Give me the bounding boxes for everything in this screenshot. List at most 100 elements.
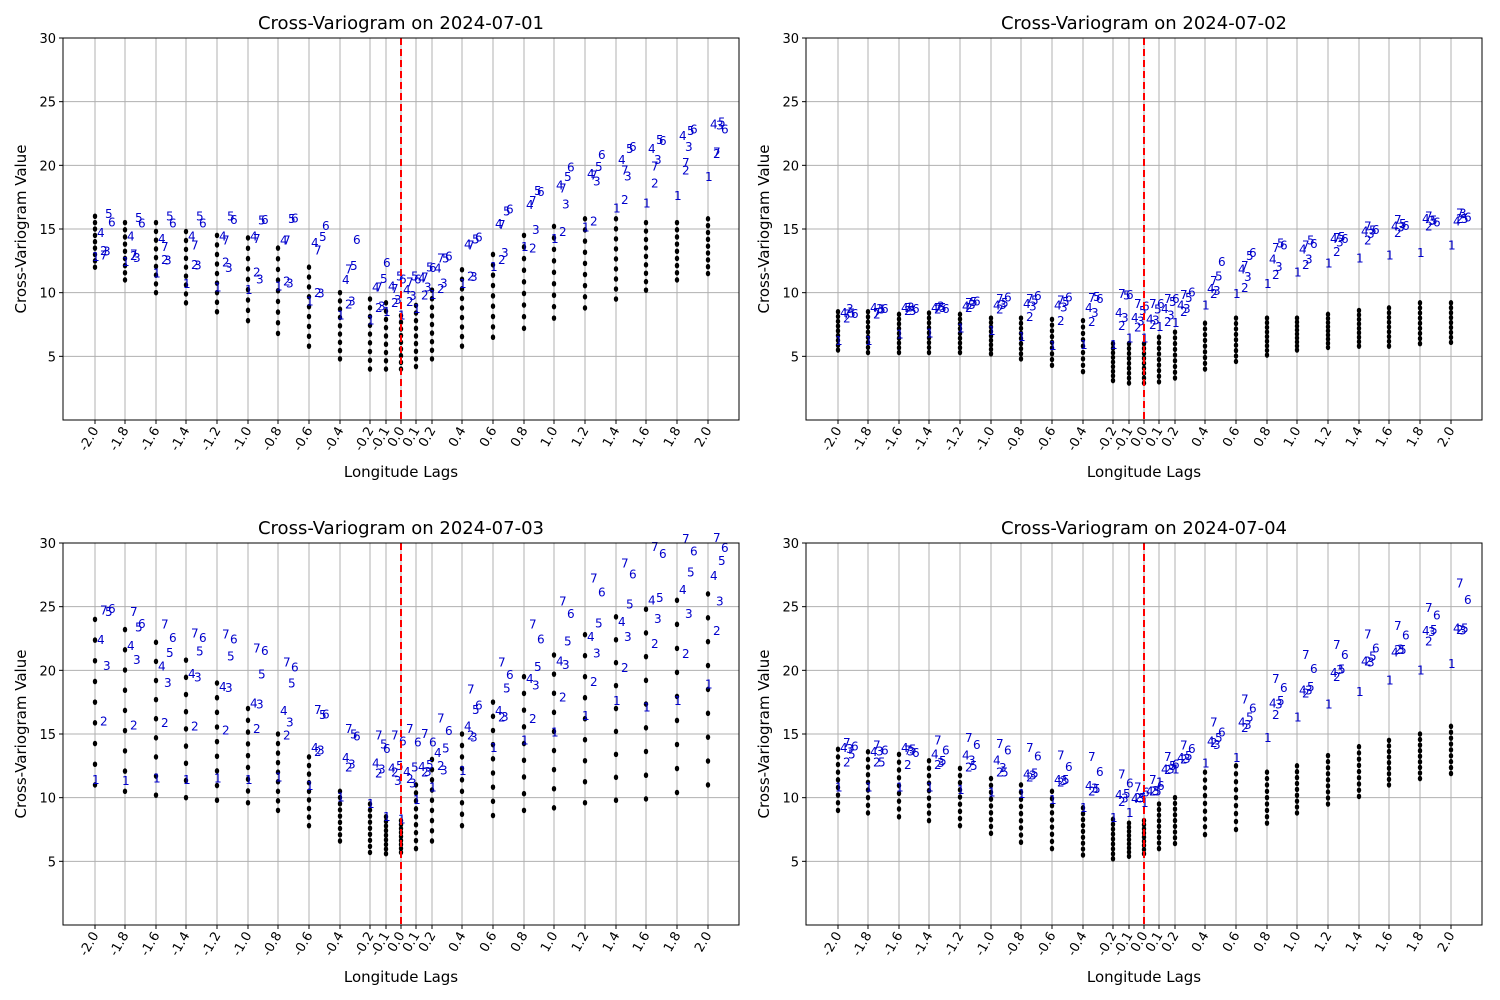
data-point bbox=[926, 325, 932, 331]
series-label-5: 5 bbox=[564, 170, 572, 184]
series-label-2: 2 bbox=[621, 661, 629, 675]
series-label-2: 2 bbox=[1302, 687, 1310, 701]
data-point bbox=[674, 621, 680, 628]
data-point bbox=[1264, 338, 1270, 345]
series-label-5: 5 bbox=[1430, 623, 1438, 637]
series-label-3: 3 bbox=[624, 170, 632, 184]
series-label-1: 1 bbox=[337, 309, 345, 323]
data-point bbox=[490, 262, 496, 268]
data-point bbox=[1018, 345, 1024, 352]
x-tick-label: 1.6 bbox=[1373, 425, 1396, 450]
data-point bbox=[1448, 319, 1454, 326]
series-label-5: 5 bbox=[258, 667, 266, 681]
series-label-7: 7 bbox=[873, 306, 881, 320]
data-point bbox=[674, 741, 680, 748]
data-point bbox=[957, 801, 963, 807]
data-point bbox=[1018, 340, 1024, 347]
data-point bbox=[490, 770, 496, 776]
data-point bbox=[705, 686, 711, 693]
data-point bbox=[643, 228, 649, 234]
series-label-3: 3 bbox=[1244, 270, 1252, 284]
chart-panel-4: 1111111111111111111111122222222222222222… bbox=[755, 518, 1483, 986]
data-point bbox=[1080, 822, 1086, 829]
series-label-2: 2 bbox=[529, 712, 537, 726]
data-point bbox=[1049, 339, 1055, 346]
data-point bbox=[153, 658, 159, 665]
series-label-3: 3 bbox=[194, 259, 202, 273]
data-point bbox=[613, 226, 619, 232]
series-label-5: 5 bbox=[534, 184, 542, 198]
series-label-1: 1 bbox=[1049, 339, 1057, 353]
data-point bbox=[413, 333, 419, 339]
series-label-5: 5 bbox=[442, 741, 450, 755]
x-tick-label: 1.6 bbox=[1373, 930, 1396, 955]
data-point bbox=[214, 299, 220, 306]
series-label-5: 5 bbox=[319, 230, 327, 244]
data-point bbox=[337, 825, 343, 832]
chart-panel-3: 1111111111111111111111122222222222222222… bbox=[12, 518, 740, 986]
x-tick-label: 2.0 bbox=[692, 425, 715, 450]
series-label-7: 7 bbox=[996, 292, 1004, 306]
data-point bbox=[1294, 315, 1300, 321]
data-point bbox=[183, 237, 189, 244]
data-point bbox=[643, 748, 649, 755]
data-point bbox=[367, 357, 373, 364]
series-label-4: 4 bbox=[158, 660, 166, 674]
series-label-1: 1 bbox=[643, 700, 651, 714]
series-label-5: 5 bbox=[1369, 650, 1377, 664]
data-point bbox=[957, 815, 963, 822]
data-point bbox=[613, 286, 619, 292]
data-point bbox=[183, 246, 189, 253]
y-tick-label: 10 bbox=[782, 287, 799, 302]
series-label-1: 1 bbox=[1126, 806, 1134, 820]
x-tick-label: -2.0 bbox=[820, 930, 846, 959]
data-point bbox=[1386, 754, 1392, 760]
series-label-2: 2 bbox=[375, 301, 383, 315]
data-point bbox=[275, 287, 281, 294]
series-label-6: 6 bbox=[1034, 289, 1042, 303]
data-point bbox=[926, 344, 932, 351]
data-point bbox=[1264, 324, 1270, 331]
series-label-3: 3 bbox=[317, 743, 325, 757]
x-tick-label: -1.6 bbox=[881, 425, 907, 454]
series-label-7: 7 bbox=[904, 301, 912, 315]
series-label-4: 4 bbox=[1115, 788, 1123, 802]
data-point bbox=[245, 705, 251, 712]
series-label-1: 1 bbox=[413, 793, 421, 807]
series-label-2: 2 bbox=[1149, 785, 1157, 799]
series-label-5: 5 bbox=[350, 259, 358, 273]
y-tick-label: 30 bbox=[782, 32, 799, 47]
data-point bbox=[153, 237, 159, 243]
series-label-4: 4 bbox=[403, 283, 411, 297]
x-tick-label: 1.4 bbox=[1343, 425, 1366, 450]
data-point bbox=[988, 803, 994, 809]
series-label-1: 1 bbox=[1448, 657, 1456, 671]
data-point bbox=[926, 795, 932, 801]
data-point bbox=[1202, 354, 1208, 361]
series-label-7: 7 bbox=[100, 249, 108, 263]
series-label-7: 7 bbox=[1134, 780, 1142, 794]
data-point bbox=[1264, 347, 1270, 354]
data-point bbox=[957, 779, 963, 786]
series-label-2: 2 bbox=[161, 716, 169, 730]
data-point bbox=[1110, 816, 1116, 823]
data-point bbox=[183, 300, 189, 306]
data-point bbox=[1110, 340, 1116, 347]
series-label-7: 7 bbox=[934, 301, 942, 315]
series-label-5: 5 bbox=[1185, 749, 1193, 763]
data-point bbox=[1126, 355, 1132, 362]
data-point bbox=[275, 277, 281, 283]
series-label-2: 2 bbox=[1180, 305, 1188, 319]
data-point bbox=[429, 766, 435, 773]
series-label-3: 3 bbox=[1397, 220, 1405, 234]
data-point bbox=[306, 797, 312, 803]
series-label-1: 1 bbox=[383, 810, 391, 824]
data-point bbox=[1080, 840, 1086, 846]
series-label-2: 2 bbox=[253, 722, 261, 736]
data-point bbox=[275, 255, 281, 262]
data-point bbox=[1126, 365, 1132, 372]
data-point bbox=[214, 709, 220, 716]
data-point bbox=[1172, 800, 1178, 807]
data-point bbox=[214, 261, 220, 267]
